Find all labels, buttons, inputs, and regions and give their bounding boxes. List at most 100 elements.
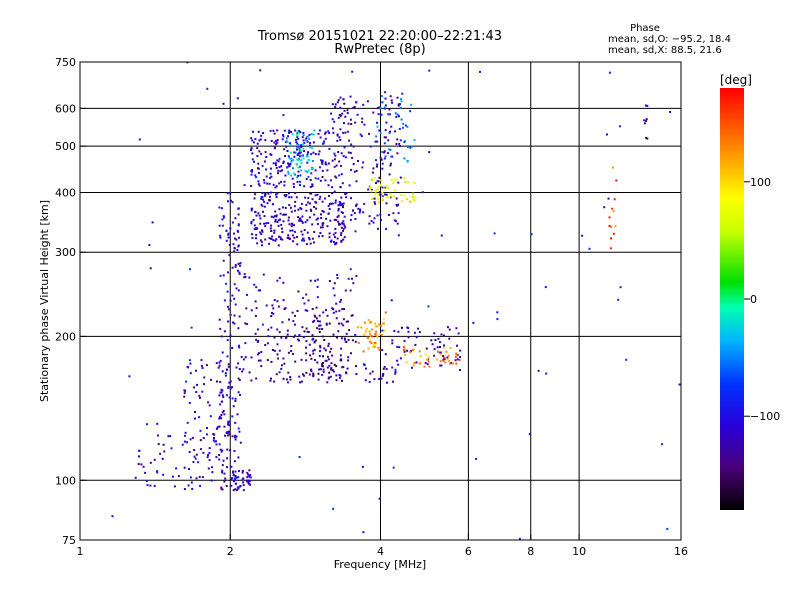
data-point: [232, 480, 235, 483]
data-point: [272, 307, 275, 310]
data-point: [342, 324, 345, 327]
data-point: [361, 166, 364, 169]
data-point: [288, 223, 291, 226]
data-point: [372, 111, 375, 114]
data-point: [286, 165, 289, 168]
data-point: [387, 186, 389, 189]
data-point: [329, 375, 332, 378]
data-point: [241, 471, 244, 474]
data-point: [445, 350, 448, 353]
data-point: [406, 146, 409, 149]
data-point: [276, 353, 279, 356]
data-point: [322, 370, 325, 373]
data-point: [318, 331, 321, 334]
data-point: [322, 368, 325, 371]
data-point: [393, 330, 396, 332]
data-point: [307, 175, 310, 178]
data-point: [276, 159, 279, 162]
data-point: [259, 239, 262, 242]
data-point: [282, 114, 285, 117]
data-point: [336, 139, 339, 142]
data-point: [201, 476, 204, 479]
data-point: [260, 233, 263, 236]
data-point: [268, 199, 271, 202]
data-point: [274, 162, 277, 165]
data-point: [281, 169, 284, 172]
data-point: [298, 155, 301, 158]
data-point: [274, 218, 277, 221]
data-point: [312, 337, 315, 340]
data-point: [328, 322, 331, 325]
data-point: [331, 192, 334, 195]
data-point: [242, 489, 245, 492]
data-point: [375, 165, 378, 168]
data-point: [333, 152, 336, 155]
data-point: [244, 276, 247, 278]
data-point: [282, 281, 285, 284]
data-point: [373, 342, 376, 344]
data-point: [294, 151, 297, 154]
data-point: [231, 435, 234, 438]
data-point: [385, 368, 388, 370]
data-point: [304, 196, 307, 199]
data-point: [261, 229, 263, 232]
data-point: [220, 417, 223, 420]
data-point: [319, 368, 322, 371]
data-point: [380, 158, 383, 161]
data-point: [275, 196, 278, 198]
data-point: [298, 375, 301, 378]
data-point: [227, 363, 230, 366]
data-point: [290, 225, 293, 228]
data-point: [251, 207, 254, 210]
data-point: [226, 355, 229, 358]
data-point: [350, 168, 353, 171]
data-point: [276, 279, 279, 282]
data-point: [393, 178, 396, 181]
data-point: [407, 336, 410, 339]
data-point: [312, 320, 315, 323]
data-point: [251, 158, 254, 161]
data-point: [310, 357, 313, 360]
data-point: [264, 194, 266, 197]
data-point: [388, 108, 391, 111]
data-point: [343, 122, 345, 125]
data-point: [388, 214, 390, 216]
data-point: [209, 415, 212, 418]
data-point: [404, 353, 406, 356]
data-point: [434, 339, 437, 341]
data-point: [273, 132, 276, 135]
data-point: [335, 310, 338, 313]
data-point: [348, 329, 351, 332]
data-point: [330, 368, 332, 371]
data-point: [380, 377, 383, 380]
data-point: [306, 171, 309, 174]
data-point: [369, 187, 372, 190]
data-point: [238, 430, 241, 433]
data-point: [545, 372, 548, 375]
data-point: [339, 374, 342, 377]
data-point: [349, 268, 352, 271]
data-point: [290, 157, 293, 160]
data-point: [311, 223, 314, 226]
data-point: [222, 259, 225, 262]
data-point: [424, 353, 427, 356]
data-point: [229, 334, 232, 337]
data-point: [295, 196, 298, 199]
data-point: [287, 381, 289, 384]
data-point: [250, 173, 253, 176]
data-point: [537, 369, 540, 372]
data-point: [374, 325, 377, 327]
data-point: [342, 202, 345, 205]
data-point: [303, 229, 306, 231]
data-point: [226, 430, 229, 433]
data-point: [279, 238, 282, 241]
data-point: [270, 167, 272, 170]
data-point: [208, 459, 211, 462]
data-point: [390, 178, 393, 181]
colorbar-tick-label: 0: [750, 293, 757, 306]
data-point: [373, 217, 376, 220]
data-point: [348, 139, 350, 142]
data-point: [400, 98, 403, 101]
data-point: [428, 365, 431, 368]
